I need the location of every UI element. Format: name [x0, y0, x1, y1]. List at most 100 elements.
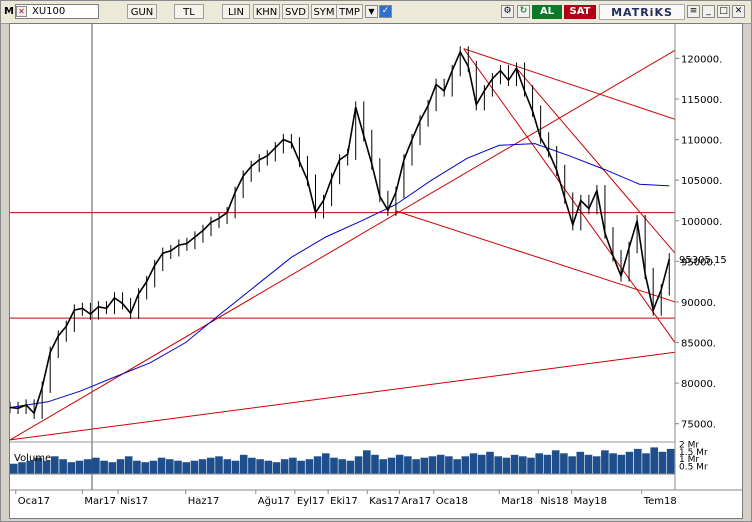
volume-bar [92, 457, 100, 474]
m-label: M [4, 6, 14, 17]
volume-bar [166, 459, 174, 474]
symbol-input[interactable]: XU100 [15, 4, 99, 19]
close-icon[interactable]: ✕ [16, 6, 27, 17]
volume-bar [551, 450, 560, 474]
khn-button[interactable]: KHN [253, 4, 280, 19]
volume-bar [190, 460, 199, 474]
x-tick-label: Oca17 [18, 496, 50, 507]
volume-bar [59, 459, 67, 474]
volume-bar [576, 451, 585, 474]
volume-bar [568, 456, 576, 474]
volume-bar [26, 460, 34, 474]
moving-average-layer [9, 143, 670, 408]
price-chart[interactable]: 75000. 80000. 85000. 90000. 95000. 100000. 105… [9, 24, 742, 518]
volume-bar [363, 450, 371, 474]
x-tick-label: Mar18 [501, 496, 533, 507]
volume-bar [256, 459, 264, 474]
volume-bar [280, 459, 289, 474]
y-tick-label: 85000. [681, 339, 716, 350]
y-tick-label: 80000. [681, 379, 716, 390]
volume-bar [354, 456, 363, 474]
minimize-icon[interactable]: _ [702, 5, 715, 18]
scale-button[interactable]: LIN [222, 4, 250, 19]
trend-line [395, 210, 676, 303]
volume-bar [502, 457, 511, 474]
volume-bar [404, 456, 412, 474]
volume-bar [272, 462, 281, 474]
volume-bar [141, 462, 149, 474]
volume-tick-label: 2 Mr [679, 440, 699, 450]
currency-button[interactable]: TL [174, 4, 204, 19]
volume-bar [149, 460, 158, 474]
volume-bar [650, 447, 658, 474]
y-tick-label: 100000. [681, 217, 722, 228]
window-close-icon[interactable]: ✕ [732, 5, 745, 18]
volume-bar [305, 459, 314, 474]
volume-bar [239, 454, 248, 474]
volume-bar [469, 453, 478, 474]
volume-bar [116, 459, 125, 474]
trendline-layer [9, 24, 676, 490]
volume-bar [527, 457, 535, 474]
last-value-label: 95305.15 [679, 255, 727, 266]
volume-bar [387, 457, 396, 474]
volume-tick-label: 1.5 Mr [679, 448, 708, 458]
y-tick-label: 95000. [681, 257, 716, 268]
x-tick-label: May18 [574, 496, 607, 507]
volume-bar [592, 456, 601, 474]
y-tick-label: 120000. [681, 54, 722, 65]
x-tick-label: Eyl17 [297, 496, 325, 507]
list-icon[interactable]: ≡ [687, 5, 700, 18]
volume-bar [617, 454, 626, 474]
sell-button[interactable]: SAT [564, 5, 596, 19]
volume-bar [67, 462, 76, 474]
x-tick-label: Ağu17 [258, 495, 290, 507]
brand-logo: MATRiKS [599, 4, 685, 20]
volume-bar [34, 457, 43, 474]
y-tick-label: 110000. [681, 136, 722, 147]
volume-bar [560, 453, 568, 474]
chart-area[interactable]: 75000. 80000. 85000. 90000. 95000. 100000. 105… [9, 23, 743, 519]
volume-tick-label: 1 Mr [679, 455, 699, 465]
check-icon[interactable]: ✓ [379, 5, 392, 18]
x-tick-label: Kas17 [369, 496, 399, 507]
x-tick-label: Nis17 [120, 496, 148, 507]
volume-bar [18, 462, 26, 474]
refresh-icon[interactable]: ↻ [517, 5, 530, 18]
volume-bar [215, 456, 223, 474]
sym-button[interactable]: SYM [311, 4, 337, 19]
volume-bar [519, 456, 527, 474]
volume-bar [584, 454, 593, 474]
volume-label: Volume [14, 453, 51, 464]
dropdown-arrow-icon[interactable]: ▼ [365, 5, 378, 18]
volume-bar [207, 457, 215, 474]
volume-bar [330, 457, 338, 474]
svd-button[interactable]: SVD [282, 4, 309, 19]
x-tick-label: Ara17 [401, 496, 431, 507]
volume-bar [100, 460, 108, 474]
trend-line [463, 48, 676, 343]
volume-bar [510, 454, 519, 474]
volume-bar [461, 456, 470, 474]
volume-bar [436, 454, 445, 474]
toolbar: M XU100 ✕ GUN TL LIN KHN SVD SYM TMP ▼ ✓… [1, 1, 751, 24]
trend-line [516, 67, 676, 254]
tmp-button[interactable]: TMP [336, 4, 363, 19]
volume-bar [666, 448, 675, 474]
volume-bar [371, 454, 379, 474]
trend-line [9, 351, 676, 441]
x-tick-label: Nis18 [540, 496, 568, 507]
price-layer [9, 46, 671, 419]
price-series-line [9, 50, 671, 415]
y-tick-label: 115000. [681, 95, 722, 106]
maximize-icon[interactable]: □ [717, 5, 730, 18]
buy-button[interactable]: AL [532, 5, 562, 19]
volume-bar [601, 450, 609, 474]
volume-bar [42, 460, 51, 474]
volume-bar [289, 457, 297, 474]
period-button[interactable]: GUN [127, 4, 157, 19]
volume-bar [642, 453, 650, 474]
settings-icon[interactable]: ⚙ [501, 5, 514, 18]
volume-bar [535, 453, 543, 474]
